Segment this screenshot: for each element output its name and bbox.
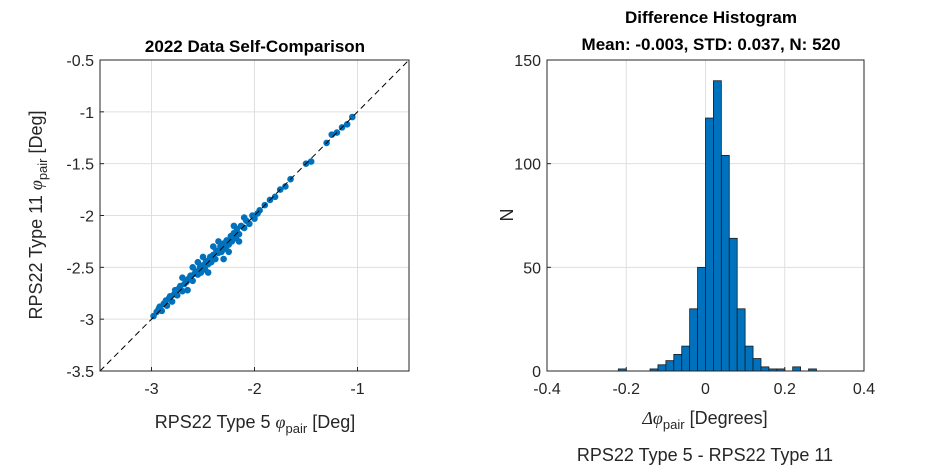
histogram-x-label-symbol: Δφ: [641, 408, 663, 428]
scatter-point: [240, 214, 248, 221]
scatter-y-label-post: [Deg]: [26, 110, 46, 158]
scatter-y-label: RPS22 Type 11 φpair [Deg]: [26, 110, 50, 319]
scatter-point: [230, 222, 238, 230]
scatter-y-tick-label: -1.5: [66, 157, 94, 174]
scatter-title: 2022 Data Self-Comparison: [145, 37, 365, 56]
histogram-bar: [665, 360, 675, 372]
scatter-point: [235, 230, 243, 238]
scatter-x-tick-label: -2: [247, 381, 261, 398]
histogram-y-tick-label: 0: [532, 364, 541, 381]
histogram-bar: [760, 366, 770, 372]
scatter-point: [184, 286, 191, 294]
scatter-point: [179, 274, 186, 282]
scatter-panel: 2022 Data Self-Comparison -3 -2 -1 -3.5 -3 -2…: [26, 37, 410, 436]
scatter-point: [173, 292, 181, 299]
scatter-y-tick-label: -3: [80, 312, 94, 329]
scatter-point: [251, 215, 258, 222]
histogram-x-tick-label: -0.4: [533, 381, 561, 398]
histogram-bar: [792, 366, 801, 372]
histogram-x-tick-label: 0.2: [774, 381, 796, 398]
histogram-bar: [736, 308, 746, 372]
scatter-point: [220, 255, 227, 263]
scatter-x-label-post: [Deg]: [307, 412, 355, 432]
scatter-y-tick-label: -0.5: [66, 53, 94, 70]
scatter-y-tick-label: -3.5: [66, 364, 94, 381]
scatter-point: [204, 269, 212, 276]
scatter-point: [199, 253, 207, 261]
histogram-x-label: Δφpair [Degrees]: [641, 408, 767, 432]
histogram-panel: Difference Histogram Mean: -0.003, STD: …: [497, 8, 875, 465]
histogram-x-tick-label: 0: [701, 381, 710, 398]
histogram-bar: [744, 345, 754, 372]
histogram-bar: [673, 354, 683, 372]
scatter-y-label-sub: pair: [35, 158, 50, 180]
identity-reference-line: [99, 59, 410, 372]
histogram-bar: [697, 266, 706, 372]
scatter-x-label: RPS22 Type 5 φpair [Deg]: [155, 412, 355, 436]
scatter-point: [271, 193, 279, 201]
scatter-points: [99, 59, 410, 372]
histogram-bar: [689, 308, 698, 372]
scatter-point: [194, 258, 202, 266]
scatter-x-label-pre: RPS22 Type 5: [155, 412, 276, 432]
histogram-note: RPS22 Type 5 - RPS22 Type 11: [577, 445, 833, 465]
histogram-bar: [752, 358, 762, 372]
scatter-point: [282, 183, 289, 190]
scatter-x-label-sub: pair: [286, 421, 308, 436]
scatter-y-label-symbol: φ: [26, 180, 46, 190]
scatter-point: [163, 302, 171, 309]
histogram-ticks: -0.4 -0.2 0 0.2 0.4 0 50 100 150: [514, 53, 875, 398]
histogram-y-tick-label: 50: [523, 260, 541, 277]
histogram-bar: [705, 117, 714, 372]
scatter-point: [343, 120, 351, 128]
histogram-bar: [681, 345, 691, 372]
scatter-point: [210, 243, 217, 250]
scatter-point: [215, 238, 222, 245]
histogram-x-tick-label: -0.2: [612, 381, 640, 398]
scatter-point: [246, 220, 253, 228]
scatter-y-label-pre: RPS22 Type 11: [26, 190, 46, 319]
scatter-y-tick-label: -1: [80, 105, 94, 122]
scatter-point: [235, 238, 243, 245]
scatter-point: [240, 224, 248, 232]
histogram-x-tick-label: 0.4: [853, 381, 875, 398]
histogram-bar: [720, 154, 730, 372]
scatter-y-tick-label: -2: [80, 209, 94, 226]
scatter-y-tick-label: -2.5: [66, 260, 94, 277]
histogram-x-label-post: [Degrees]: [685, 408, 768, 428]
histogram-bar: [728, 237, 738, 372]
scatter-point: [307, 158, 315, 165]
scatter-x-label-symbol: φ: [276, 412, 286, 432]
histogram-x-label-sub: pair: [663, 417, 685, 432]
histogram-title: Difference Histogram: [625, 8, 797, 27]
scatter-point: [189, 264, 196, 271]
scatter-point: [212, 255, 219, 263]
histogram-bars: [617, 80, 817, 372]
scatter-point: [189, 277, 196, 285]
histogram-y-tick-label: 150: [514, 53, 541, 70]
histogram-y-label: N: [497, 209, 517, 222]
scatter-ticks: -3 -2 -1 -3.5 -3 -2.5 -2 -1.5 -1 -0.5: [66, 53, 364, 398]
histogram-subtitle: Mean: -0.003, STD: 0.037, N: 520: [582, 35, 841, 54]
scatter-point: [225, 248, 233, 256]
histogram-bar: [713, 80, 722, 372]
histogram-y-tick-label: 100: [514, 157, 541, 174]
histogram-bar: [657, 364, 667, 372]
scatter-x-tick-label: -3: [144, 381, 158, 398]
scatter-x-tick-label: -1: [350, 381, 364, 398]
